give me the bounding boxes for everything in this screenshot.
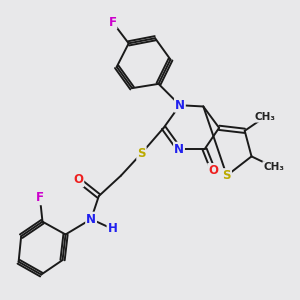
Text: O: O [208,164,218,177]
Text: F: F [36,191,44,204]
Text: H: H [107,222,117,236]
Text: N: N [175,99,185,112]
Text: N: N [174,142,184,156]
Text: F: F [109,16,116,28]
Text: N: N [86,213,96,226]
Text: S: S [137,147,146,160]
Text: CH₃: CH₃ [255,112,276,122]
Text: CH₃: CH₃ [263,162,284,172]
Text: O: O [73,173,83,186]
Text: S: S [223,169,231,182]
